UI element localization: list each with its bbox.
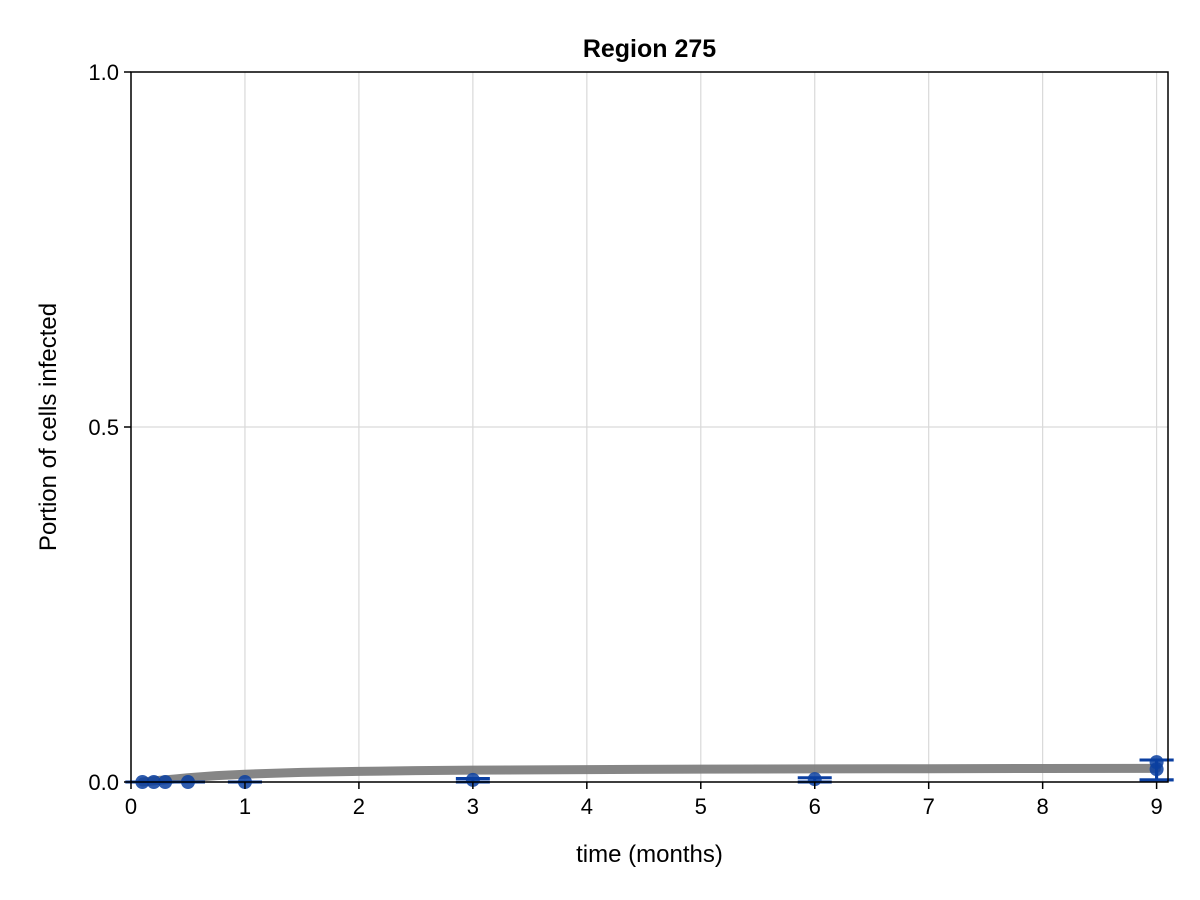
fit-curve — [137, 763, 1162, 787]
fit-curve-layer — [137, 763, 1162, 787]
chart-title: Region 275 — [583, 35, 716, 63]
x-tick-label: 8 — [1037, 794, 1049, 819]
y-tick-label: 0.0 — [88, 770, 119, 795]
data-point — [465, 772, 480, 787]
x-tick-label: 9 — [1150, 794, 1162, 819]
y-tick-label: 0.5 — [88, 415, 119, 440]
y-axis-ticks: 0.0 0.5 1.0 — [88, 60, 131, 795]
x-tick-label: 3 — [467, 794, 479, 819]
x-tick-label: 5 — [695, 794, 707, 819]
x-axis-ticks: 0 1 2 3 4 5 6 7 8 9 — [125, 782, 1163, 819]
x-tick-label: 1 — [239, 794, 251, 819]
data-point — [1149, 762, 1164, 777]
y-tick-label: 1.0 — [88, 60, 119, 85]
y-axis-label: Portion of cells infected — [35, 303, 62, 551]
x-tick-label: 2 — [353, 794, 365, 819]
x-tick-label: 7 — [923, 794, 935, 819]
x-tick-label: 4 — [581, 794, 593, 819]
x-axis-label: time (months) — [576, 841, 723, 868]
x-tick-label: 0 — [125, 794, 137, 819]
x-tick-label: 6 — [809, 794, 821, 819]
